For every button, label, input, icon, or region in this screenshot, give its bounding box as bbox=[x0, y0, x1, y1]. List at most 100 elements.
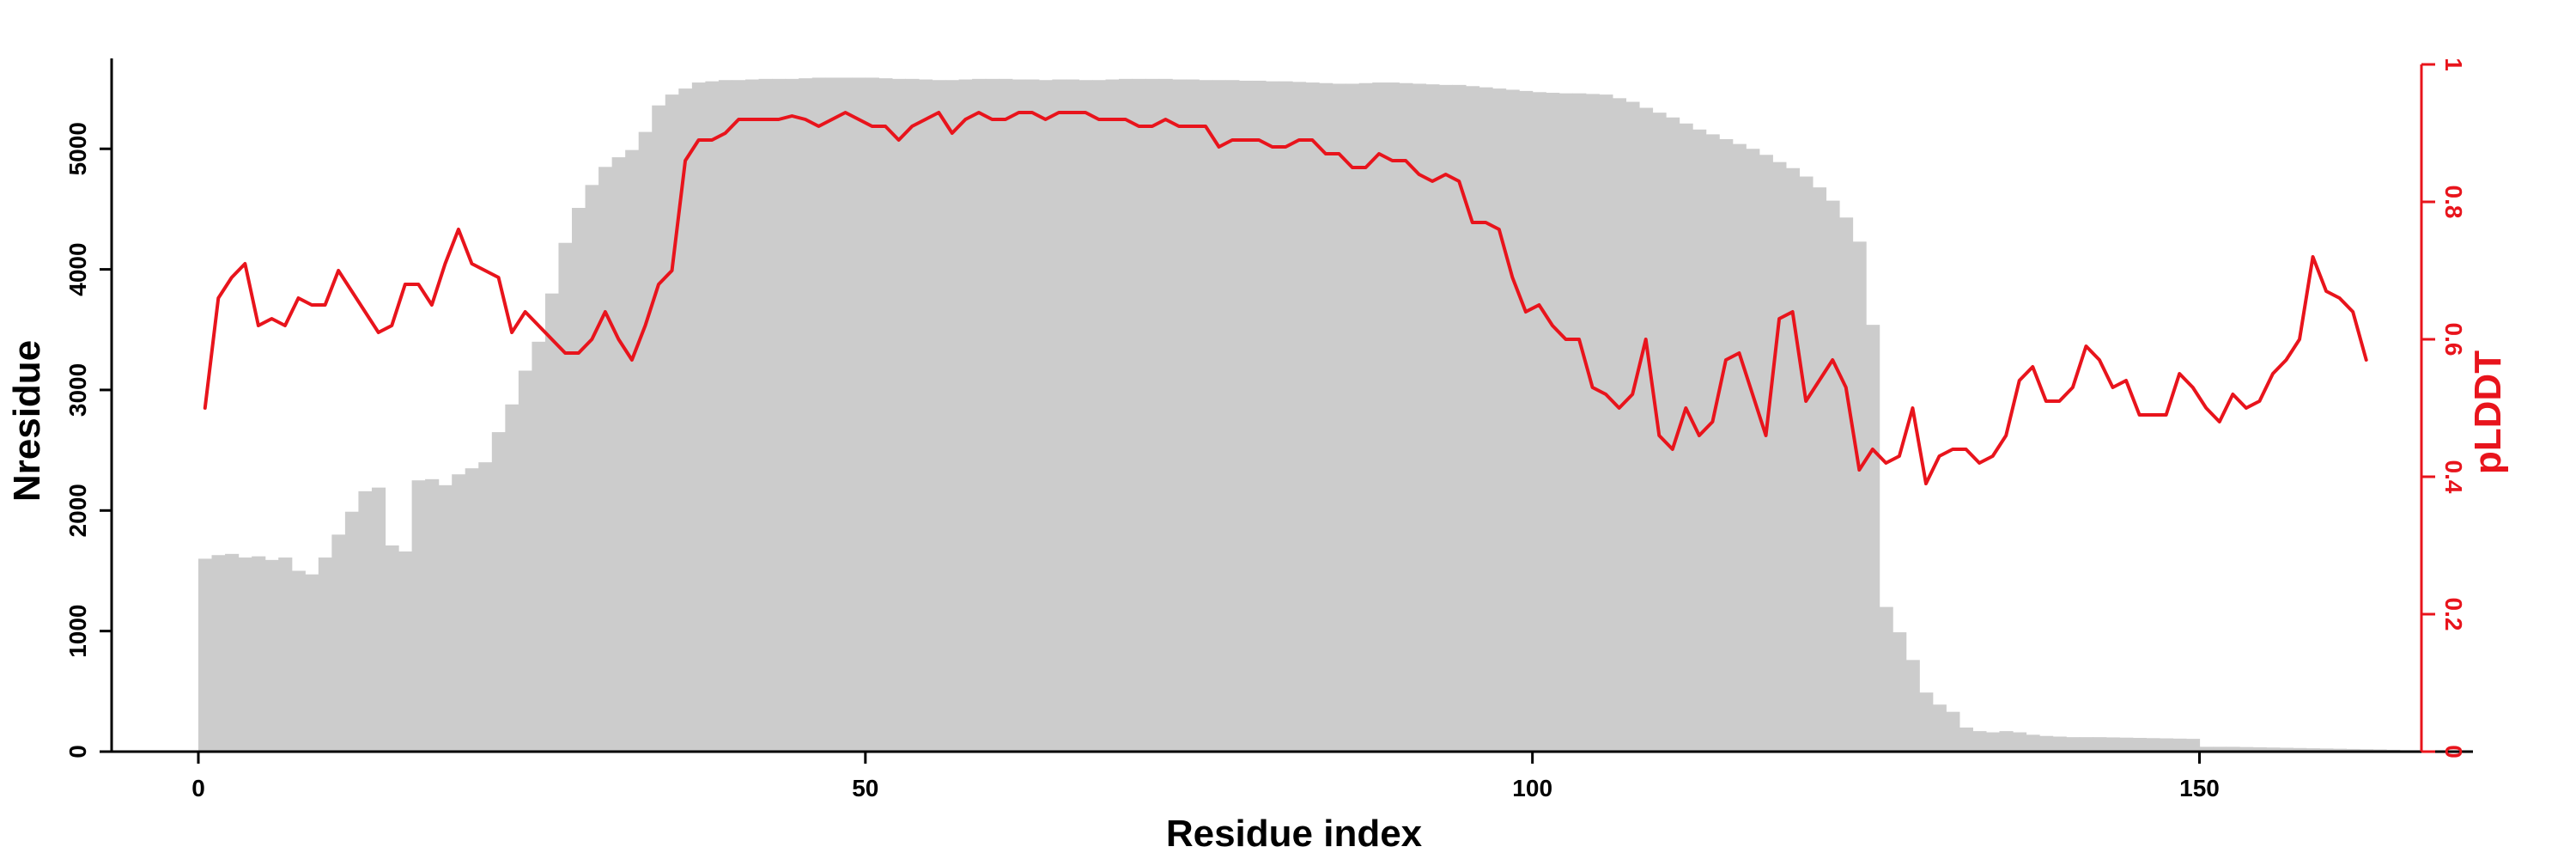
nresidue-bar bbox=[1985, 732, 2001, 752]
nresidue-bar bbox=[1172, 79, 1187, 752]
nresidue-bar bbox=[611, 157, 626, 752]
axes bbox=[110, 58, 2473, 753]
plddt-line-layer bbox=[203, 111, 2368, 485]
nresidue-bar bbox=[1319, 82, 1334, 752]
nresidue-bar bbox=[945, 80, 960, 752]
nresidue-bar bbox=[638, 131, 653, 752]
x-tick-label: 50 bbox=[852, 775, 878, 801]
nresidue-bar bbox=[2012, 732, 2027, 752]
nresidue-bar bbox=[1705, 134, 1720, 752]
nresidue-bar bbox=[2252, 746, 2267, 752]
nresidue-bar bbox=[1972, 731, 1987, 752]
nresidue-bar bbox=[544, 293, 560, 752]
nresidue-bar bbox=[385, 545, 399, 752]
nresidue-bar bbox=[865, 77, 879, 752]
nresidue-bar bbox=[1438, 84, 1454, 752]
nresidue-bar bbox=[958, 79, 973, 752]
nresidue-bar bbox=[772, 78, 787, 752]
nresidue-bar bbox=[1465, 86, 1480, 752]
nresidue-bar bbox=[1638, 107, 1654, 752]
nresidue-bar bbox=[1599, 94, 1613, 752]
nresidue-bar bbox=[1078, 80, 1093, 752]
nresidue-bar bbox=[278, 557, 293, 752]
nresidue-bar bbox=[478, 462, 493, 752]
nresidue-bar bbox=[1479, 87, 1493, 752]
nresidue-bar bbox=[744, 79, 760, 752]
nresidue-bar bbox=[2239, 746, 2254, 752]
nresidue-bar bbox=[1332, 83, 1346, 752]
x-tick-label: 150 bbox=[2179, 775, 2220, 801]
nresidue-bar bbox=[1091, 80, 1107, 752]
nresidue-bar bbox=[1666, 117, 1680, 752]
nresidue-bar bbox=[2132, 738, 2147, 752]
nresidue-bar bbox=[1225, 80, 1240, 752]
nresidue-bar bbox=[318, 557, 332, 752]
right-tick-label: 0 bbox=[2440, 745, 2467, 758]
nresidue-bar bbox=[2039, 735, 2054, 752]
nresidue-bar bbox=[905, 78, 920, 752]
nresidue-bar bbox=[1826, 200, 1840, 752]
nresidue-bar bbox=[985, 78, 999, 752]
right-tick-label: 0.2 bbox=[2440, 598, 2467, 631]
nresidue-bar bbox=[1158, 78, 1173, 752]
nresidue-bar bbox=[1692, 129, 1707, 752]
nresidue-bar bbox=[1038, 80, 1053, 752]
nresidue-bar bbox=[1585, 94, 1600, 752]
nresidue-bar bbox=[1412, 83, 1426, 752]
nresidue-bar bbox=[625, 149, 640, 752]
nresidue-bar bbox=[2293, 747, 2307, 752]
nresidue-bar bbox=[2332, 748, 2347, 752]
left-tick-label: 2000 bbox=[64, 484, 91, 537]
nresidue-bar bbox=[598, 167, 613, 752]
right-axis-title: pLDDT bbox=[2467, 350, 2509, 474]
nresidue-bar bbox=[1852, 241, 1867, 752]
nresidue-bar bbox=[1999, 731, 2014, 752]
nresidue-bar bbox=[1025, 79, 1040, 752]
nresidue-bar bbox=[532, 341, 546, 752]
nresidue-bar bbox=[1893, 632, 1907, 752]
nresidue-bar bbox=[932, 80, 946, 752]
nresidue-bar bbox=[2213, 746, 2227, 752]
nresidue-bar bbox=[1812, 187, 1827, 752]
nresidue-bar bbox=[1252, 80, 1267, 752]
nresidue-bar bbox=[2319, 748, 2334, 752]
nresidue-bar bbox=[2052, 736, 2067, 752]
nresidue-bar bbox=[1238, 80, 1253, 752]
right-tick-label: 0.4 bbox=[2440, 460, 2467, 494]
nresidue-bars bbox=[197, 77, 2401, 752]
nresidue-bar bbox=[1919, 692, 1934, 752]
nresidue-bar bbox=[718, 80, 733, 752]
nresidue-bar bbox=[371, 487, 386, 752]
right-tick-label: 0.8 bbox=[2440, 186, 2467, 219]
nresidue-bar bbox=[1105, 79, 1120, 752]
nresidue-bar bbox=[811, 77, 826, 752]
nresidue-bar bbox=[238, 557, 252, 752]
nresidue-bar bbox=[1145, 78, 1160, 752]
nresidue-bar bbox=[1905, 660, 1920, 752]
nresidue-bar bbox=[652, 105, 666, 752]
left-tick-label: 1000 bbox=[64, 605, 91, 658]
nresidue-bar bbox=[1292, 82, 1307, 752]
nresidue-bar bbox=[1866, 325, 1880, 752]
nresidue-bar bbox=[1572, 93, 1587, 752]
nresidue-bar bbox=[225, 553, 240, 752]
nresidue-bar bbox=[1452, 84, 1467, 752]
nresidue-bar bbox=[918, 79, 933, 752]
nresidue-bar bbox=[1558, 93, 1573, 752]
nresidue-bar bbox=[1372, 82, 1387, 752]
nresidue-bar bbox=[1132, 78, 1146, 752]
nresidue-bar bbox=[398, 551, 413, 752]
nresidue-bar bbox=[452, 474, 466, 752]
nresidue-bar bbox=[197, 558, 213, 752]
nresidue-bar bbox=[1799, 176, 1814, 752]
nresidue-bar bbox=[2185, 739, 2201, 752]
nresidue-bar bbox=[1185, 79, 1200, 752]
nresidue-bar bbox=[1879, 606, 1893, 752]
nresidue-bar bbox=[1305, 82, 1320, 752]
nresidue-bar bbox=[2266, 747, 2281, 752]
nresidue-bar bbox=[2159, 738, 2174, 752]
nresidue-bar bbox=[264, 559, 279, 752]
nresidue-bar bbox=[411, 480, 426, 752]
nresidue-bar bbox=[1719, 139, 1734, 752]
